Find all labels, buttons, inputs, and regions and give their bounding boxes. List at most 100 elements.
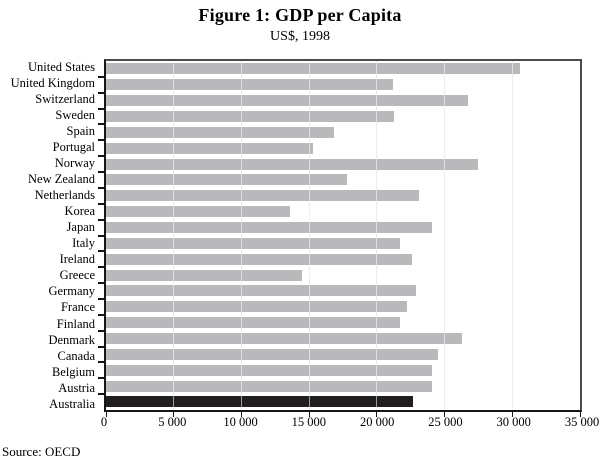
bar-switzerland [106, 95, 468, 107]
bar-row-france [106, 299, 580, 315]
y-axis-label-finland: Finland [56, 316, 95, 331]
bar-row-australia [106, 394, 580, 410]
y-axis-label-norway: Norway [54, 156, 95, 171]
y-axis-label-germany: Germany [48, 284, 95, 299]
bar-greece [106, 269, 303, 281]
y-axis-tick [98, 297, 104, 300]
y-axis-tick [98, 377, 104, 380]
x-axis-label-5-000: 5 000 [158, 415, 187, 429]
bar-row-ireland [106, 251, 580, 267]
y-axis-tick [98, 123, 104, 126]
bar-sweden [106, 111, 395, 122]
bar-row-new-zealand [106, 172, 580, 188]
y-axis-tick [98, 250, 104, 253]
y-axis-label-portugal: Portugal [52, 140, 95, 154]
y-axis-label-austria: Austria [58, 380, 95, 395]
gridline-overlay [444, 61, 446, 410]
y-axis-label-greece: Greece [59, 268, 95, 283]
y-axis-tick [98, 234, 104, 237]
x-axis-label-25-000: 25 000 [428, 415, 463, 429]
x-axis-tick [511, 410, 513, 417]
y-axis-label-sweden: Sweden [55, 107, 95, 122]
y-axis-label-japan: Japan [66, 220, 95, 235]
y-axis-tick [98, 171, 104, 174]
bar-spain [106, 126, 334, 138]
x-axis-label-15-000: 15 000 [291, 415, 327, 429]
bar-row-switzerland [106, 93, 580, 109]
bar-row-belgium [106, 362, 580, 378]
bar-finland [106, 317, 400, 329]
y-axis-label-netherlands: Netherlands [34, 188, 95, 203]
bar-france [106, 301, 407, 313]
y-axis-label-italy: Italy [72, 236, 95, 251]
bar-row-united-states [106, 61, 580, 77]
y-axis-tick [98, 313, 104, 316]
bar-row-finland [106, 315, 580, 331]
y-axis-label-ireland: Ireland [59, 252, 95, 267]
bar-row-sweden [106, 109, 580, 125]
bar-row-italy [106, 235, 580, 251]
bar-row-japan [106, 220, 580, 236]
y-axis-tick [98, 282, 104, 285]
figure-title: Figure 1: GDP per Capita [198, 5, 402, 25]
y-axis-tick [98, 266, 104, 269]
y-axis-tick [98, 393, 104, 396]
y-axis-tick [98, 75, 104, 78]
gridline-overlay [240, 61, 242, 410]
y-axis-tick [98, 139, 104, 142]
bars-container [106, 61, 580, 410]
plot-area [98, 59, 582, 417]
x-axis-tick [308, 410, 310, 417]
y-axis-label-france: France [60, 300, 95, 315]
x-axis-tick [444, 410, 446, 417]
bar-canada [106, 348, 438, 360]
bar-row-germany [106, 283, 580, 299]
y-axis-label-korea: Korea [64, 204, 95, 219]
bar-united-states [106, 63, 521, 75]
bar-row-united-kingdom [106, 77, 580, 93]
bar-portugal [106, 142, 314, 154]
bar-row-norway [106, 156, 580, 172]
source-note: Source: OECD [2, 444, 81, 459]
y-axis-label-switzerland: Switzerland [35, 91, 95, 106]
x-axis-tick [240, 410, 242, 417]
y-axis-labels: United States United Kingdom Switzerland Sw… [0, 59, 100, 412]
y-axis-label-australia: Australia [49, 396, 95, 411]
y-axis-label-united-kingdom: United Kingdom [10, 75, 95, 90]
y-axis-tick [98, 202, 104, 205]
bar-new-zealand [106, 174, 348, 186]
bar-row-korea [106, 204, 580, 220]
y-axis-label-united-states: United States [27, 59, 95, 74]
bar-japan [106, 222, 433, 234]
y-axis-label-new-zealand: New Zealand [28, 172, 95, 187]
x-axis-tick [376, 410, 378, 417]
gridline-overlay [308, 61, 310, 410]
x-axis-label-20-000: 20 000 [359, 415, 395, 429]
bar-united-kingdom [106, 79, 394, 91]
y-axis-tick [98, 155, 104, 158]
y-axis-label-belgium: Belgium [51, 364, 95, 379]
bar-italy [106, 237, 400, 249]
figure-subtitle: US$, 1998 [270, 29, 330, 44]
x-axis-label-35-000: 35 000 [564, 415, 600, 429]
bar-austria [106, 380, 433, 392]
bar-norway [106, 158, 479, 170]
bar-row-austria [106, 378, 580, 394]
bar-ireland [106, 253, 413, 265]
bar-row-canada [106, 346, 580, 362]
y-axis-label-spain: Spain [66, 123, 95, 138]
x-axis-tick [105, 410, 107, 417]
x-axis-labels: 0 5 000 10 000 15 000 20 000 25 000 30 000 35 0… [101, 415, 599, 431]
gridline-overlay [173, 61, 175, 410]
bar-netherlands [106, 190, 419, 202]
bar-row-spain [106, 124, 580, 140]
y-axis-tick [98, 107, 104, 110]
bar-row-denmark [106, 331, 580, 347]
x-axis-label-10-000: 10 000 [223, 415, 258, 429]
y-axis-label-canada: Canada [57, 348, 95, 363]
x-axis-tick [579, 410, 581, 417]
y-axis-tick [98, 91, 104, 94]
y-axis-label-denmark: Denmark [48, 332, 95, 347]
x-axis-tick [173, 410, 175, 417]
bar-row-netherlands [106, 188, 580, 204]
